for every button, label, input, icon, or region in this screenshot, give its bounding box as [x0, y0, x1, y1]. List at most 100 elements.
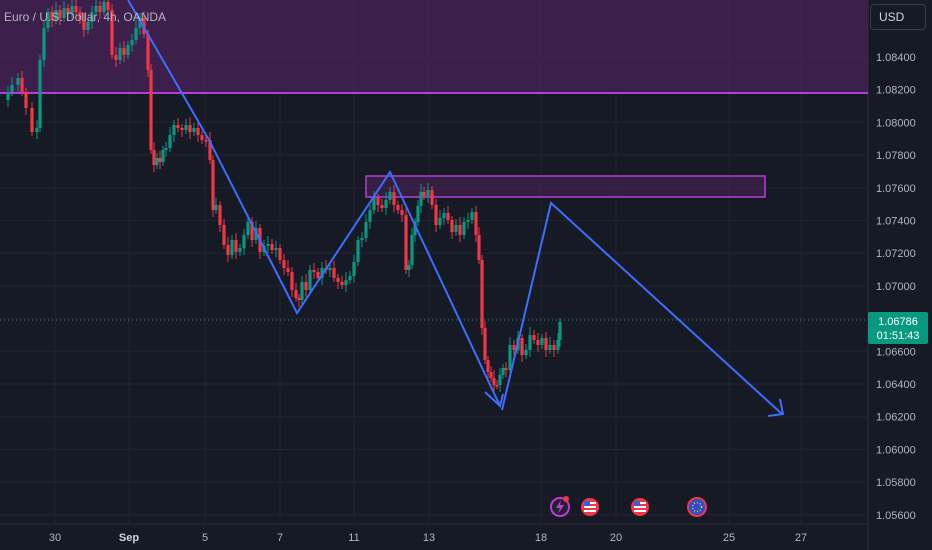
candle [290, 272, 294, 290]
candle [486, 360, 490, 372]
candle [300, 282, 304, 300]
us-flag-icon[interactable] [581, 498, 599, 516]
candle [536, 340, 540, 345]
candle [483, 328, 487, 360]
candle [192, 128, 196, 132]
candle [528, 335, 532, 350]
candle [274, 248, 278, 250]
candle [332, 268, 336, 278]
price-label: 1.08400 [876, 52, 916, 64]
candle [388, 192, 392, 200]
candle [70, 6, 74, 14]
candle [172, 125, 176, 135]
us-flag-icon[interactable] [631, 498, 649, 516]
candle [226, 245, 230, 255]
candle [495, 385, 499, 387]
candle [266, 244, 270, 246]
candle [466, 220, 470, 222]
candle [134, 28, 138, 40]
candle [348, 276, 352, 280]
candle [336, 278, 340, 282]
time-label: 5 [202, 532, 208, 544]
candle [204, 140, 208, 142]
candle [520, 338, 524, 355]
candle [304, 282, 308, 290]
candle [38, 60, 42, 128]
last-price-tag: 1.06786 01:51:43 [868, 312, 928, 344]
candle [282, 260, 286, 268]
price-label: 1.07400 [876, 216, 916, 228]
candle [422, 192, 426, 196]
candle [238, 248, 242, 252]
projection-drawing[interactable] [501, 201, 783, 415]
supply-zone-top[interactable] [0, 0, 868, 93]
eu-flag-icon[interactable] [687, 497, 707, 517]
resistance-box[interactable] [365, 175, 766, 198]
currency-selector[interactable]: USD [870, 4, 926, 30]
candle [126, 45, 130, 55]
candle [188, 125, 192, 132]
candle [86, 22, 90, 30]
candle [492, 378, 496, 385]
candle [102, 2, 106, 12]
candle [106, 2, 110, 10]
arrowhead-2 [767, 398, 785, 417]
candle [234, 240, 238, 252]
candle [94, 6, 98, 12]
price-label: 1.07000 [876, 281, 916, 293]
price-label: 1.06400 [876, 379, 916, 391]
candle [489, 372, 493, 378]
candle [480, 260, 484, 328]
candle [138, 18, 142, 28]
candle [556, 340, 560, 350]
time-label: 30 [49, 532, 61, 544]
candle [376, 198, 380, 205]
zigzag-drawing[interactable] [127, 0, 501, 407]
candle [200, 135, 204, 140]
last-price-value: 1.06786 [878, 316, 918, 328]
candle [90, 12, 94, 22]
candle [400, 210, 404, 215]
candle [242, 235, 246, 248]
candle [6, 92, 10, 100]
candle [158, 158, 162, 162]
events-row[interactable] [550, 496, 707, 517]
candle [328, 268, 332, 270]
candle [410, 235, 414, 265]
candle [24, 92, 28, 108]
price-label: 1.07600 [876, 183, 916, 195]
candle [364, 222, 368, 238]
candle [114, 55, 118, 60]
candle [46, 12, 50, 28]
price-label: 1.07200 [876, 248, 916, 260]
candle [430, 190, 434, 205]
candle [164, 148, 168, 150]
arrowhead-1 [484, 391, 504, 408]
candle [470, 212, 474, 220]
candle [214, 205, 218, 210]
candle [270, 244, 274, 250]
candle [312, 270, 316, 272]
symbol-title[interactable]: Euro / U.S. Dollar, 4h, OANDA [4, 10, 167, 24]
candle [58, 10, 62, 18]
candle [416, 206, 420, 222]
candle [42, 28, 46, 60]
candle [110, 10, 114, 55]
time-labels: 30 Sep 5 7 11 13 18 20 25 27 [49, 532, 807, 544]
candle [82, 20, 86, 30]
time-label: 13 [423, 532, 435, 544]
candle [501, 368, 505, 375]
bar-countdown: 01:51:43 [877, 330, 920, 342]
lightning-icon[interactable] [550, 496, 570, 517]
price-axis[interactable] [868, 0, 932, 550]
price-labels: 1.08400 1.08200 1.08000 1.07800 1.07600 1.074… [876, 52, 916, 522]
candle [297, 298, 301, 300]
candle [450, 220, 454, 232]
candle [524, 350, 528, 355]
candle [442, 213, 446, 218]
candle [356, 240, 360, 262]
candle [316, 272, 320, 278]
candle [196, 128, 200, 135]
